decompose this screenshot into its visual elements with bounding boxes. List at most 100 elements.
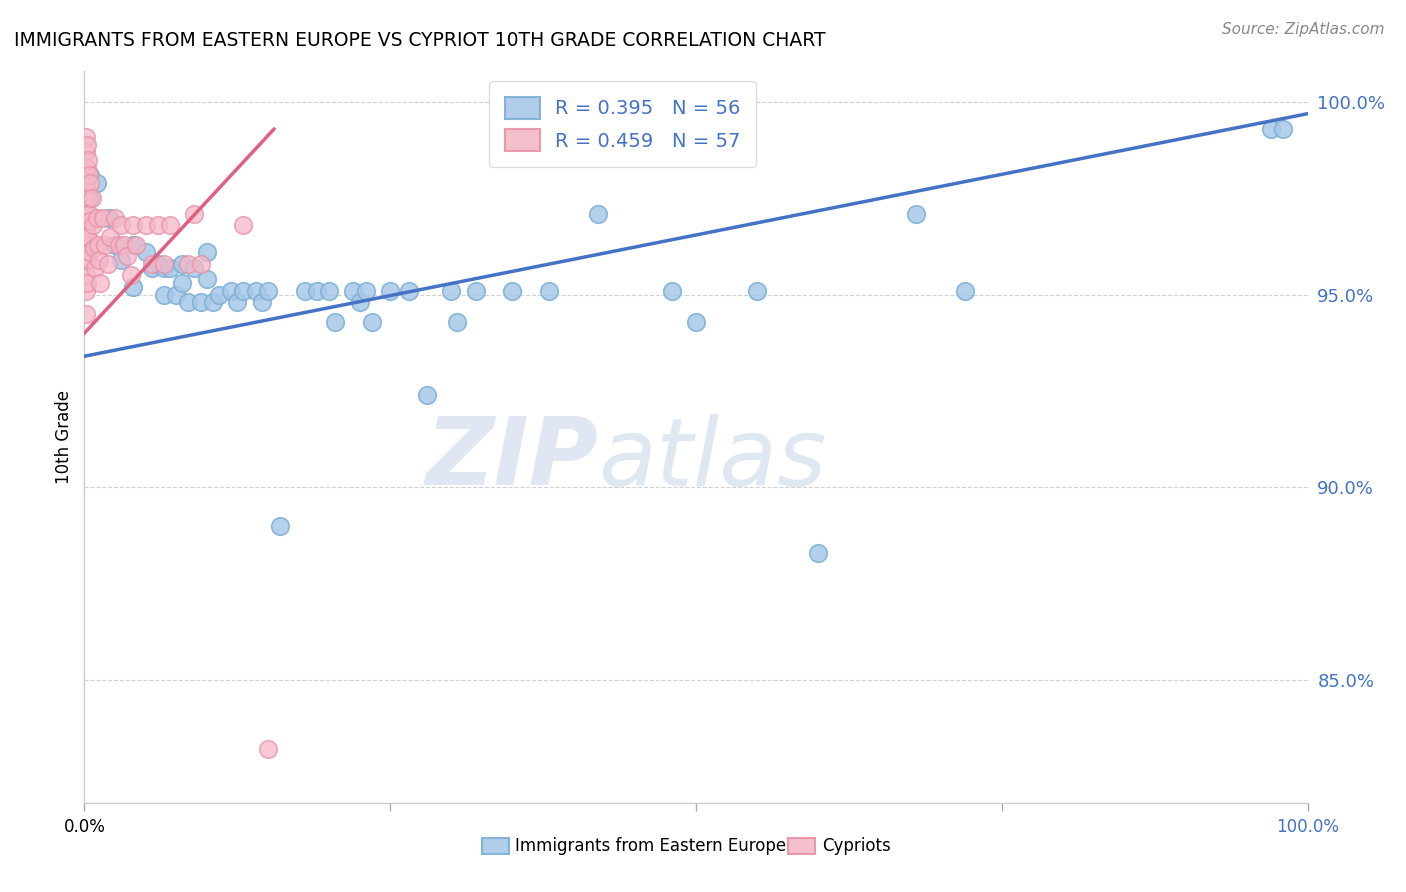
Point [342, 284, 364, 298]
Point [354, 284, 377, 298]
Point [75, 176, 97, 190]
Point [538, 284, 561, 298]
Point [257, 284, 280, 298]
Point [661, 284, 683, 298]
Point [807, 545, 830, 559]
FancyBboxPatch shape [482, 838, 509, 854]
Point [141, 257, 163, 271]
Y-axis label: 10th Grade: 10th Grade [55, 390, 73, 484]
Point [115, 249, 138, 263]
Point [75, 252, 97, 267]
Point [91, 211, 114, 225]
Point [440, 284, 463, 298]
Point [165, 287, 187, 301]
Point [153, 257, 176, 271]
Point [141, 260, 163, 275]
Point [76, 207, 98, 221]
Point [257, 742, 280, 756]
Point [172, 276, 194, 290]
Point [75, 161, 97, 175]
Point [349, 295, 371, 310]
Point [83, 242, 105, 256]
Point [195, 245, 218, 260]
Point [219, 284, 242, 298]
Text: Immigrants from Eastern Europe: Immigrants from Eastern Europe [515, 837, 786, 855]
Point [146, 219, 169, 233]
Point [84, 260, 107, 275]
Point [269, 518, 291, 533]
Point [77, 230, 100, 244]
Point [153, 287, 176, 301]
Point [76, 161, 98, 175]
Point [294, 284, 316, 298]
Point [502, 284, 524, 298]
Point [77, 191, 100, 205]
Point [104, 237, 127, 252]
Point [208, 287, 231, 301]
Point [122, 237, 145, 252]
Point [190, 295, 212, 310]
Point [76, 137, 98, 152]
Point [153, 260, 176, 275]
Point [360, 315, 382, 329]
Text: 100.0%: 100.0% [1277, 818, 1339, 836]
Point [398, 284, 420, 298]
Point [159, 260, 181, 275]
Point [94, 237, 117, 252]
Point [250, 295, 273, 310]
Point [446, 315, 468, 329]
Point [195, 272, 218, 286]
Point [201, 295, 224, 310]
Text: Source: ZipAtlas.com: Source: ZipAtlas.com [1222, 22, 1385, 37]
Point [75, 307, 97, 321]
Point [125, 237, 148, 252]
Point [1272, 122, 1295, 136]
Point [232, 284, 254, 298]
Point [122, 280, 145, 294]
FancyBboxPatch shape [787, 838, 814, 854]
Point [135, 219, 157, 233]
Point [104, 211, 127, 225]
Point [1260, 122, 1282, 136]
Point [245, 284, 267, 298]
Point [112, 237, 135, 252]
Text: atlas: atlas [598, 414, 827, 505]
Point [89, 276, 111, 290]
Text: 0.0%: 0.0% [63, 818, 105, 836]
Point [86, 211, 108, 225]
Point [172, 257, 194, 271]
Point [120, 268, 142, 283]
Point [183, 207, 205, 221]
Point [110, 252, 132, 267]
Point [76, 230, 98, 244]
Point [77, 169, 100, 183]
Point [97, 257, 120, 271]
Point [122, 219, 145, 233]
Point [75, 191, 97, 205]
Point [905, 207, 928, 221]
Point [135, 245, 157, 260]
Text: Cypriots: Cypriots [823, 837, 891, 855]
Point [87, 237, 110, 252]
Point [107, 237, 129, 252]
Point [75, 237, 97, 252]
Point [77, 207, 100, 221]
Point [75, 207, 97, 221]
Point [98, 230, 121, 244]
Point [77, 153, 100, 167]
Point [586, 207, 609, 221]
Point [76, 276, 98, 290]
Point [86, 176, 108, 190]
Point [79, 169, 101, 183]
Point [953, 284, 976, 298]
Point [79, 191, 101, 205]
Text: ZIP: ZIP [425, 413, 598, 505]
Point [747, 284, 769, 298]
Point [87, 252, 110, 267]
Point [75, 284, 97, 298]
Point [75, 145, 97, 160]
Point [75, 222, 97, 236]
Point [305, 284, 328, 298]
Point [97, 211, 120, 225]
Point [380, 284, 402, 298]
